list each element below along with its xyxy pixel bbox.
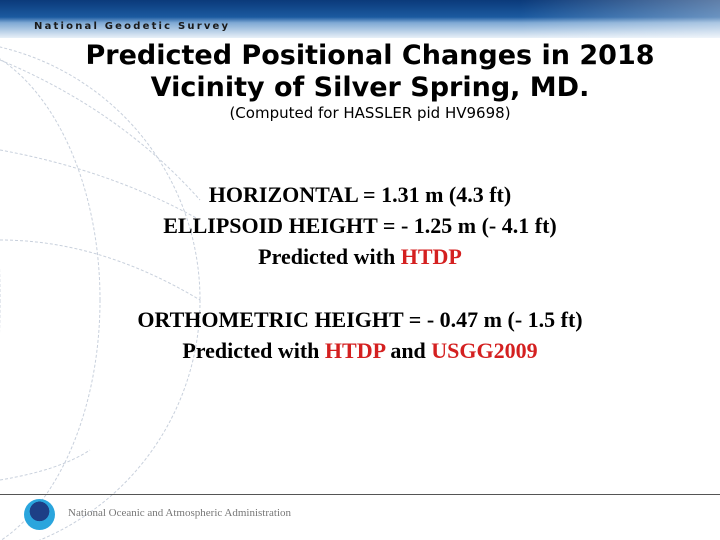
- title-line-1: Predicted Positional Changes in 2018: [85, 40, 655, 71]
- agency-name: National Oceanic and Atmospheric Adminis…: [68, 507, 292, 519]
- ellipsoid-result: ELLIPSOID HEIGHT = - 1.25 m (- 4.1 ft): [163, 213, 557, 238]
- banner-shine: [520, 0, 720, 38]
- noaa-logo-icon: [24, 499, 55, 530]
- predicted-with-htdp-usgg: Predicted with HTDP and USGG2009: [0, 335, 720, 366]
- htdp-tool: HTDP: [400, 244, 462, 269]
- prefix: Predicted with: [182, 338, 325, 363]
- slide-title: Predicted Positional Changes in 2018 Vic…: [0, 40, 720, 104]
- htdp-tool: HTDP: [324, 338, 385, 363]
- slide-subtitle: (Computed for HASSLER pid HV9698): [229, 104, 511, 122]
- horizontal-result: HORIZONTAL = 1.31 m (4.3 ft): [208, 182, 512, 207]
- conjunction: and: [384, 338, 432, 363]
- orthometric-result: ORTHOMETRIC HEIGHT = - 0.47 m (- 1.5 ft): [137, 307, 583, 332]
- usgg-tool: USGG2009: [431, 338, 538, 363]
- header-banner: [0, 0, 720, 38]
- footer-divider: [0, 494, 720, 495]
- predicted-with-htdp: Predicted with HTDP: [0, 241, 720, 272]
- prefix: Predicted with: [258, 244, 401, 269]
- organization-name: National Geodetic Survey: [34, 21, 231, 32]
- title-line-2: Vicinity of Silver Spring, MD.: [150, 72, 590, 103]
